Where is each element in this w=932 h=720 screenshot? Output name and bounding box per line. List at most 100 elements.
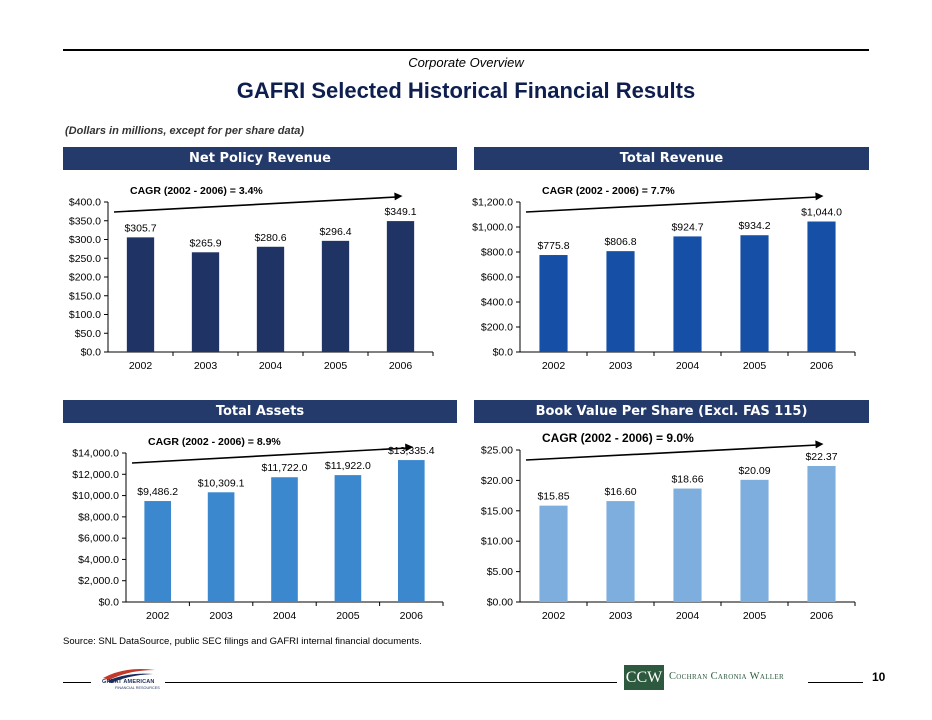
y-tick-label: $0.0: [81, 347, 102, 359]
y-tick-label: $20.00: [481, 475, 513, 487]
bar: [321, 240, 350, 352]
y-tick-label: $2,000.0: [78, 575, 119, 587]
bar: [334, 475, 362, 602]
y-tick-label: $250.0: [69, 253, 101, 265]
x-tick-label: 2006: [810, 360, 834, 372]
y-tick-label: $6,000.0: [78, 533, 119, 545]
page-title: GAFRI Selected Historical Financial Resu…: [236, 78, 696, 103]
bar: [807, 465, 836, 602]
ccw-logo-mark: CCW: [624, 665, 664, 690]
chart-svg: $0.00 $5.00 $10.00 $15.00 $20.00 $25.00 2002 $1…: [481, 431, 856, 622]
bar: [386, 221, 415, 352]
x-tick-label: 2004: [273, 610, 297, 622]
x-tick-label: 2006: [810, 610, 834, 622]
value-label: $10,309.1: [198, 477, 245, 489]
x-tick-label: 2003: [194, 360, 218, 372]
y-tick-label: $8,000.0: [78, 511, 119, 523]
bar: [740, 235, 769, 352]
value-label: $11,722.0: [262, 462, 308, 474]
y-tick-label: $0.0: [493, 347, 514, 359]
value-label: $296.4: [319, 226, 351, 238]
units-note: (Dollars in millions, except for per sha…: [65, 125, 305, 137]
bar: [539, 255, 568, 352]
bar: [207, 492, 235, 602]
bar: [397, 460, 425, 602]
cagr-trend-line: [113, 196, 397, 213]
x-tick-label: 2003: [609, 360, 633, 372]
bar: [673, 236, 702, 352]
y-tick-label: $400.0: [481, 297, 513, 309]
y-tick-label: $300.0: [69, 234, 101, 246]
great-american-logo-text: GREAT AMERICAN: [102, 679, 155, 685]
page-number: 10: [872, 670, 886, 684]
y-tick-label: $4,000.0: [78, 554, 119, 566]
y-tick-label: $200.0: [69, 272, 101, 284]
bar: [740, 479, 769, 602]
value-label: $18.66: [671, 474, 703, 486]
value-label: $934.2: [738, 220, 770, 232]
value-label: $265.9: [189, 237, 221, 249]
great-american-logo-icon: [103, 669, 155, 683]
value-label: $1,044.0: [801, 207, 842, 219]
x-tick-label: 2005: [743, 610, 767, 622]
panel-header-net-policy-revenue: Net Policy Revenue: [63, 147, 457, 170]
x-tick-label: 2002: [129, 360, 153, 372]
x-tick-label: 2006: [400, 610, 424, 622]
value-label: $280.6: [254, 232, 286, 244]
x-tick-label: 2005: [743, 360, 767, 372]
cagr-trend-line: [525, 444, 818, 461]
panel-header-book-value-per-share: Book Value Per Share (Excl. FAS 115): [474, 400, 869, 423]
source-note: Source: SNL DataSource, public SEC filin…: [63, 636, 422, 647]
value-label: $775.8: [537, 240, 569, 252]
value-label: $20.09: [738, 465, 770, 477]
value-label: $11,922.0: [325, 460, 371, 472]
book-value-per-share-chart: $0.00 $5.00 $10.00 $15.00 $20.00 $25.00 2002 $1…: [455, 428, 870, 628]
value-label: $924.7: [671, 221, 703, 233]
y-tick-label: $350.0: [69, 215, 101, 227]
chart-svg: $0.0 $2,000.0 $4,000.0 $6,000.0 $8,000.0 $10,…: [72, 436, 444, 622]
y-tick-label: $10.00: [481, 536, 513, 548]
x-tick-label: 2004: [676, 610, 700, 622]
value-label: $22.37: [805, 451, 837, 463]
y-tick-label: $150.0: [69, 290, 101, 302]
cagr-arrow-head-icon: [405, 443, 414, 452]
y-tick-label: $12,000.0: [72, 469, 119, 481]
x-tick-label: 2002: [542, 360, 566, 372]
panel-header-total-revenue: Total Revenue: [474, 147, 869, 170]
x-tick-label: 2004: [259, 360, 283, 372]
y-tick-label: $5.00: [487, 566, 513, 578]
x-tick-label: 2003: [609, 610, 633, 622]
y-tick-label: $0.00: [487, 597, 513, 609]
y-tick-label: $10,000.0: [72, 490, 119, 502]
bar: [271, 477, 298, 602]
bar: [807, 221, 836, 352]
y-tick-label: $50.0: [75, 328, 101, 340]
value-label: $15.85: [537, 491, 569, 503]
cagr-annotation: CAGR (2002 - 2006) = 9.0%: [542, 431, 694, 445]
x-tick-label: 2002: [146, 610, 170, 622]
bar: [191, 252, 220, 352]
x-tick-label: 2006: [389, 360, 413, 372]
bar: [673, 488, 702, 602]
value-label: $9,486.2: [137, 486, 178, 498]
cagr-annotation: CAGR (2002 - 2006) = 7.7%: [542, 185, 675, 197]
footer-rule-left: [63, 682, 91, 683]
y-tick-label: $400.0: [69, 197, 101, 209]
y-tick-label: $1,000.0: [472, 222, 513, 234]
bar: [606, 501, 635, 602]
x-tick-label: 2002: [542, 610, 566, 622]
bar: [256, 246, 285, 352]
section-label: Corporate Overview: [408, 55, 524, 70]
cagr-arrow-head-icon: [815, 192, 824, 201]
panel-header-total-assets: Total Assets: [63, 400, 457, 423]
cagr-arrow-head-icon: [815, 440, 824, 449]
y-tick-label: $200.0: [481, 322, 513, 334]
value-label: $806.8: [604, 236, 636, 248]
value-label: $305.7: [124, 222, 156, 234]
cagr-annotation: CAGR (2002 - 2006) = 3.4%: [130, 185, 263, 197]
total-assets-chart: $0.0 $2,000.0 $4,000.0 $6,000.0 $8,000.0 $10,…: [38, 428, 448, 628]
y-tick-label: $0.0: [99, 597, 120, 609]
y-tick-label: $1,200.0: [472, 197, 513, 209]
net-policy-revenue-chart: $0.0 $50.0 $100.0 $150.0 $200.0 $250.0 $300.0 $…: [38, 175, 438, 385]
footer-rule-middle: [165, 682, 617, 683]
